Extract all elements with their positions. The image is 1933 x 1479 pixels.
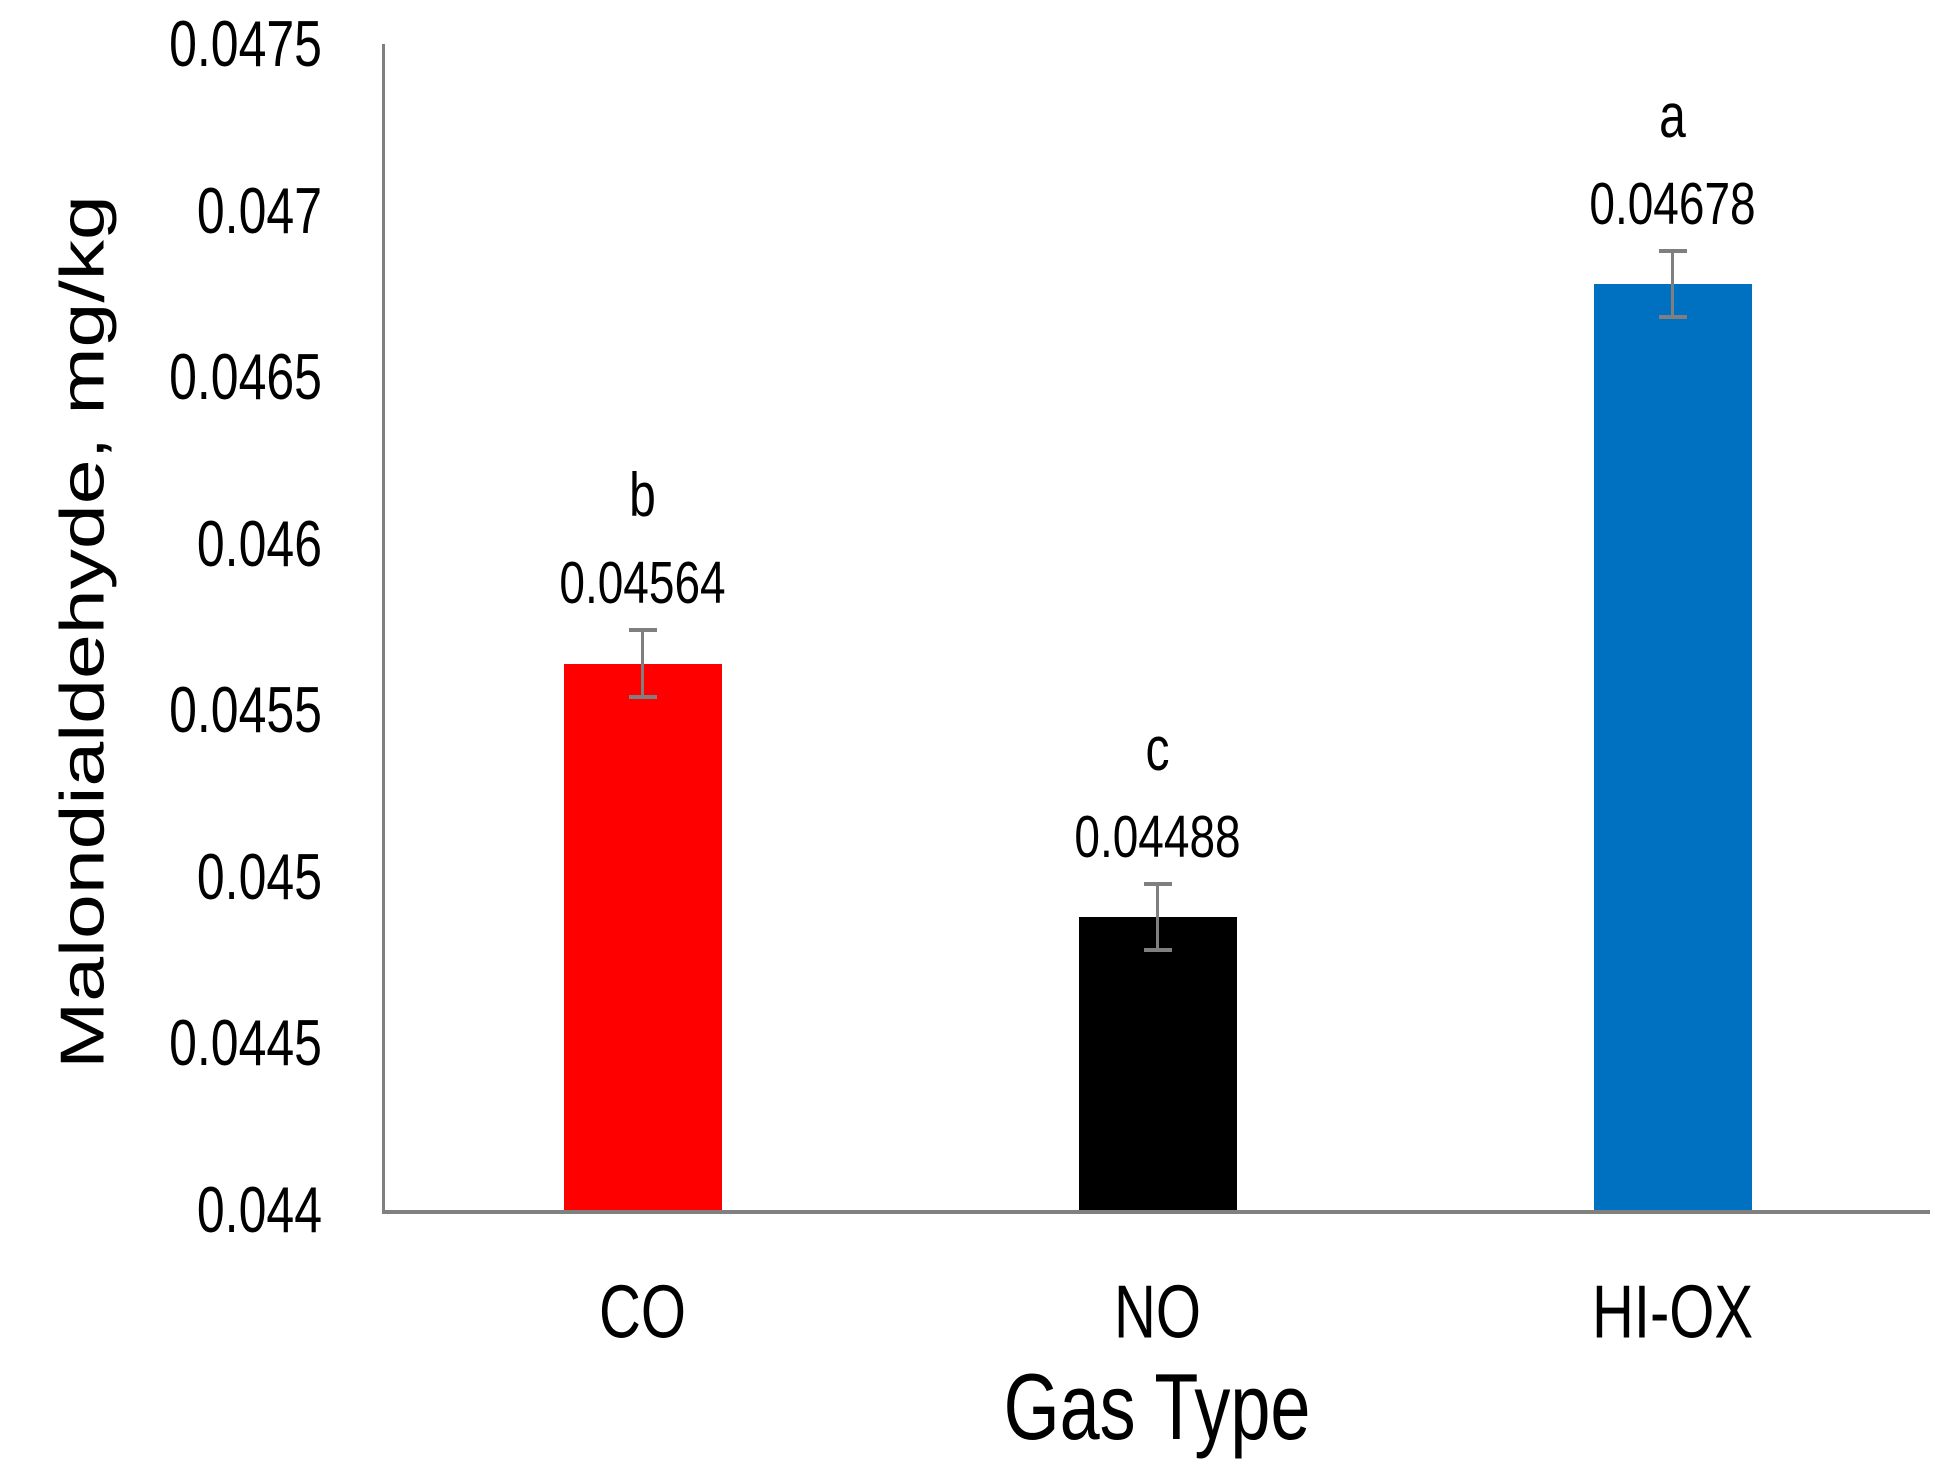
value-label-hi-ox: 0.04678	[1589, 168, 1756, 237]
x-axis-line	[382, 1210, 1930, 1214]
x-tick-label-no: NO	[1114, 1269, 1201, 1355]
significance-letter-co: b	[629, 461, 656, 531]
significance-letter-no: c	[1145, 715, 1170, 784]
y-tick-label: 0.046	[196, 507, 322, 581]
error-bar-no	[1156, 883, 1159, 951]
y-tick-label: 0.0445	[169, 1007, 322, 1080]
x-tick-label-hi-ox: HI-OX	[1591, 1269, 1754, 1355]
error-bar-cap-bottom-no	[1143, 948, 1172, 953]
y-tick-label: 0.0455	[169, 673, 322, 747]
error-bar-cap-bottom-co	[628, 694, 657, 699]
bar-hi-ox	[1593, 283, 1752, 1210]
error-bar-hi-ox	[1671, 250, 1674, 318]
significance-letter-hi-ox: a	[1659, 82, 1686, 151]
y-tick-label: 0.045	[196, 840, 322, 914]
error-bar-cap-bottom-hi-ox	[1658, 315, 1687, 320]
y-axis-line	[382, 44, 385, 1214]
y-axis-title: Malondialdehyde, mg/kg	[48, 195, 118, 1069]
value-label-no: 0.04488	[1074, 801, 1241, 870]
error-bar-cap-top-hi-ox	[1658, 248, 1687, 253]
bar-co	[563, 663, 722, 1210]
error-bar-co	[641, 630, 644, 697]
value-label-co: 0.04564	[559, 548, 726, 617]
error-bar-cap-top-co	[628, 628, 657, 633]
y-tick-label: 0.0475	[169, 7, 322, 81]
x-axis-title: Gas Type	[1003, 1356, 1311, 1460]
error-bar-cap-top-no	[1143, 881, 1172, 886]
y-tick-label: 0.0465	[169, 340, 322, 414]
x-tick-label-co: CO	[599, 1269, 686, 1355]
y-tick-label: 0.047	[196, 174, 322, 247]
bar-no	[1078, 916, 1237, 1210]
y-tick-label: 0.044	[196, 1173, 322, 1247]
